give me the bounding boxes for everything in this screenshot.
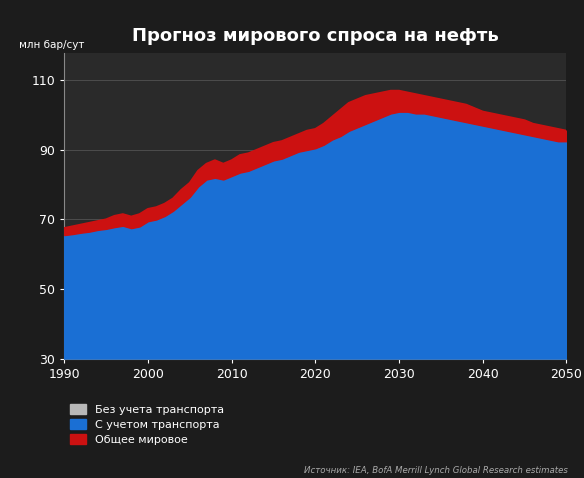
Title: Прогноз мирового спроса на нефть: Прогноз мирового спроса на нефть (132, 27, 499, 45)
Legend: Без учета транспорта, С учетом транспорта, Общее мировое: Без учета транспорта, С учетом транспорт… (70, 404, 224, 445)
Text: млн бар/сут: млн бар/сут (19, 40, 85, 50)
Text: Источник: IEA, BofA Merrill Lynch Global Research estimates: Источник: IEA, BofA Merrill Lynch Global… (304, 466, 568, 475)
